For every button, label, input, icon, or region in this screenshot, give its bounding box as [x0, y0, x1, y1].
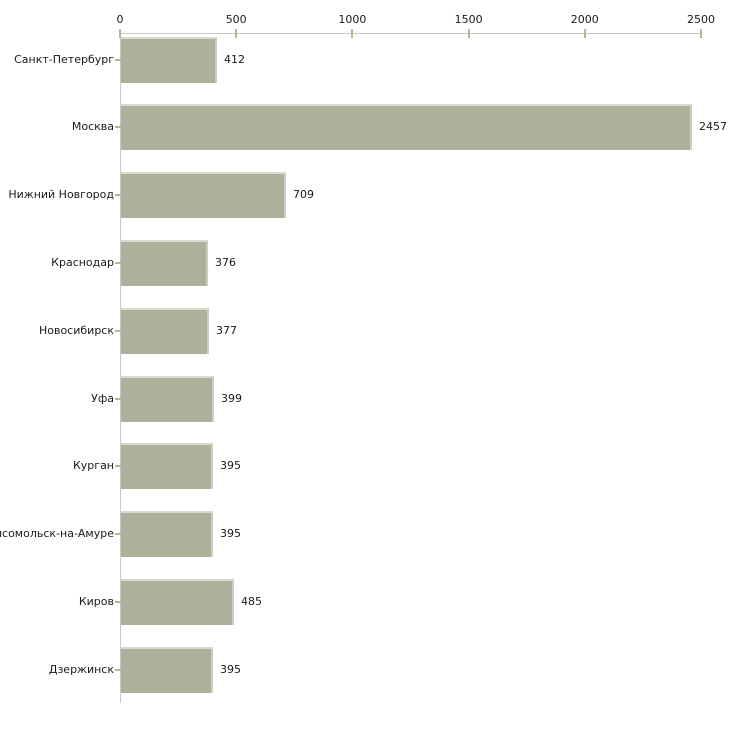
x-tick-mark [700, 29, 702, 38]
y-tick-mark [115, 329, 121, 332]
y-axis-label: Киров [78, 594, 114, 608]
x-tick-mark [119, 29, 121, 38]
y-axis-label: Комсомольск-на-Амуре [0, 527, 114, 541]
y-tick-mark [115, 533, 121, 536]
bar [121, 36, 217, 83]
y-tick-mark [115, 58, 121, 61]
y-tick-mark [115, 261, 121, 264]
x-axis-line [120, 33, 702, 34]
bar [121, 239, 208, 286]
y-axis-label: Дзержинск [48, 662, 114, 676]
value-label: 395 [220, 459, 241, 473]
bar [121, 104, 692, 151]
y-axis-label: Нижний Новгород [8, 188, 114, 202]
value-label: 377 [216, 323, 237, 337]
x-tick-mark [351, 29, 354, 38]
x-tick-label: 2500 [687, 13, 715, 26]
x-tick-label: 2000 [570, 13, 599, 26]
bar [121, 646, 213, 693]
bar [121, 307, 209, 354]
value-label: 412 [224, 52, 245, 66]
value-label: 399 [221, 391, 242, 405]
y-axis-label: Курган [72, 459, 114, 473]
bar [121, 443, 213, 490]
value-label: 485 [241, 594, 262, 608]
y-axis-label: Санкт-Петербург [14, 52, 114, 66]
x-tick-label: 0 [116, 13, 124, 26]
x-tick-mark [583, 29, 586, 38]
x-tick-label: 1000 [338, 13, 367, 26]
bar [121, 578, 234, 625]
y-axis-line [120, 33, 121, 703]
y-tick-mark [115, 397, 121, 400]
bar [121, 172, 286, 219]
x-tick-label: 1500 [454, 13, 483, 26]
value-label: 2457 [699, 120, 727, 134]
y-tick-mark [115, 600, 121, 603]
x-tick-mark [235, 29, 238, 38]
y-tick-mark [115, 194, 121, 197]
value-label: 395 [220, 662, 241, 676]
y-axis-label: Уфа [91, 391, 114, 405]
y-axis-label: Москва [71, 120, 114, 134]
bar [121, 375, 214, 422]
value-label: 376 [215, 255, 236, 269]
y-tick-mark [115, 465, 121, 468]
value-label: 709 [293, 188, 314, 202]
y-tick-mark [115, 126, 121, 129]
x-tick-label: 500 [225, 13, 247, 26]
x-tick-mark [467, 29, 470, 38]
value-label: 395 [220, 527, 241, 541]
y-axis-label: Новосибирск [38, 323, 114, 337]
y-axis-label: Краснодар [51, 255, 114, 269]
y-tick-mark [115, 668, 121, 671]
bar [121, 511, 213, 558]
